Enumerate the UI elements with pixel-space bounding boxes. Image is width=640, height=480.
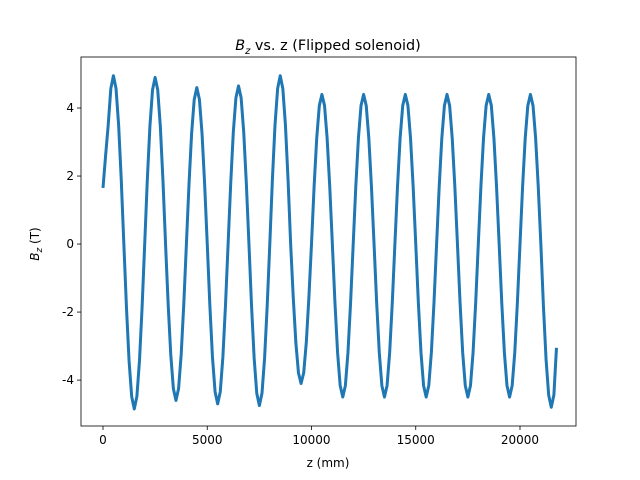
y-tick-label: 0 (66, 237, 74, 251)
x-tick-label: 0 (99, 433, 107, 447)
title-subscript: z (244, 46, 251, 57)
plot-frame (80, 56, 577, 427)
x-tick-label: 15000 (397, 433, 435, 447)
chart-title: Bz vs. z (Flipped solenoid) (235, 38, 421, 57)
x-tick-label: 5000 (192, 433, 223, 447)
y-label-text: (T) (28, 227, 42, 248)
x-tick-label: 20000 (501, 433, 539, 447)
x-tick-label: 10000 (292, 433, 330, 447)
y-label-subscript: z (35, 248, 45, 254)
y-tick-label: 4 (66, 101, 74, 115)
y-tick-label: -2 (62, 305, 74, 319)
y-label-symbol: B (28, 253, 42, 261)
title-text: vs. z (Flipped solenoid) (250, 38, 420, 54)
y-axis-label: Bz (T) (28, 227, 45, 260)
title-symbol: B (235, 38, 245, 54)
y-tick-label: 2 (66, 169, 74, 183)
y-tick-label: -4 (62, 373, 74, 387)
x-axis-label: z (mm) (307, 456, 350, 470)
data-line (101, 74, 558, 411)
